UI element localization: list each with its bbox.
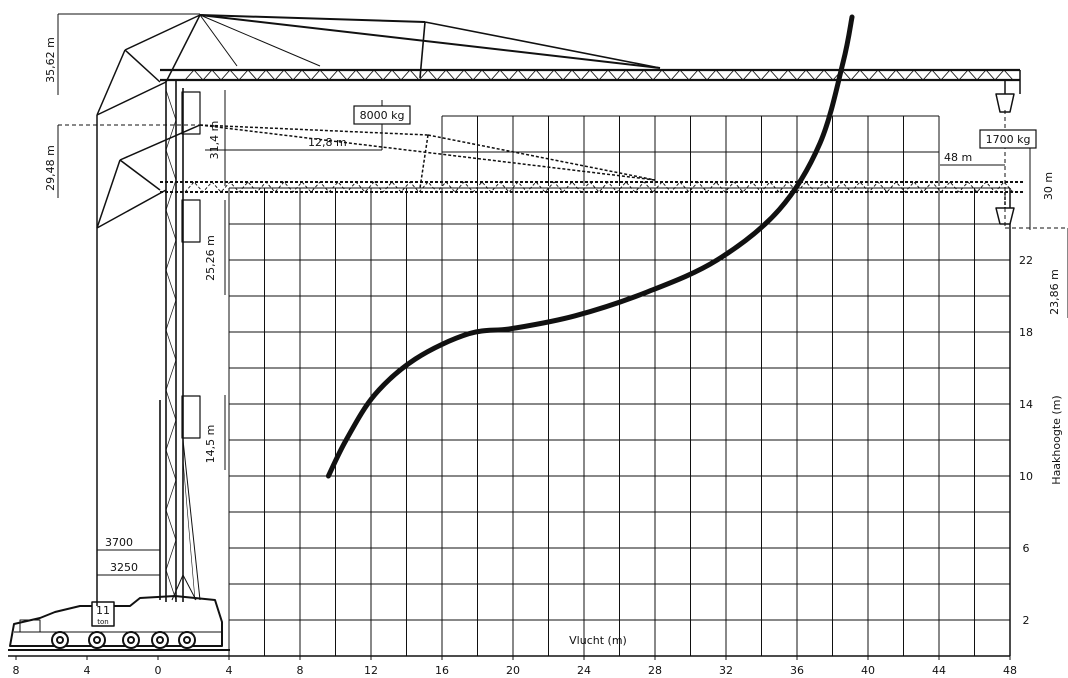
x-tick-label: 28 <box>648 664 662 677</box>
outrigger-b-label: 3250 <box>110 561 138 574</box>
weight-value-label: 11 <box>96 604 110 617</box>
outrigger-a-label: 3700 <box>105 536 133 549</box>
x-tick-label: 24 <box>577 664 591 677</box>
y-tick-label: 2 <box>1023 614 1030 627</box>
right-height-label: 23,86 m <box>1048 269 1061 315</box>
y-axis: 2 6 10 14 18 22 <box>1009 188 1033 656</box>
truck-wheels <box>51 631 196 649</box>
max-load-box <box>353 105 411 125</box>
x-tick-label: 4 <box>84 664 91 677</box>
lower-jib <box>160 124 1025 215</box>
crane-mast <box>159 80 201 602</box>
x-tick-label: 36 <box>790 664 804 677</box>
top-height-label: 35,62 m <box>44 37 57 83</box>
hook-height-curve <box>325 14 855 479</box>
max-load-radius-label: 12,8 m <box>308 136 347 149</box>
grid <box>228 187 1011 657</box>
y-tick-label: 14 <box>1019 398 1033 411</box>
tip-load-box <box>979 129 1037 149</box>
x-tick-label: 8 <box>297 664 304 677</box>
grid-upper-box <box>441 115 940 186</box>
x-tick-label: 48 <box>1003 664 1017 677</box>
tip-load-label: 1700 kg <box>986 133 1031 146</box>
dimension-lines <box>57 13 1068 576</box>
y-tick-label: 6 <box>1023 542 1030 555</box>
x-tick-label: 40 <box>861 664 875 677</box>
x-tick-label: 12 <box>364 664 378 677</box>
max-load-label: 8000 kg <box>360 109 405 122</box>
truck-carrier <box>9 595 223 649</box>
hook-height-30-label: 30 m <box>1042 172 1055 200</box>
mid-height-label: 29,48 m <box>44 145 57 191</box>
y-tick-label: 18 <box>1019 326 1033 339</box>
x-tick-label: 44 <box>932 664 946 677</box>
x-axis-label: Vlucht (m) <box>569 634 627 647</box>
weight-unit-label: ton <box>97 618 108 626</box>
x-tick-label: 20 <box>506 664 520 677</box>
y-axis-label: Haakhoogte (m) <box>1050 395 1063 484</box>
crane-illustration <box>8 14 1025 651</box>
x-tick-label: 0 <box>155 664 162 677</box>
y-tick-label: 10 <box>1019 470 1033 483</box>
y-tick-label: 22 <box>1019 254 1033 267</box>
x-tick-label: 8 <box>13 664 20 677</box>
upper-jib <box>160 14 1021 113</box>
dimension-labels: 35,62 m 29,48 m 31,4 m 25,26 m 14,5 m 80… <box>44 37 1061 626</box>
x-tick-label: 16 <box>435 664 449 677</box>
mast-height-b-label: 25,26 m <box>204 235 217 281</box>
x-tick-label: 4 <box>226 664 233 677</box>
mast-height-a-label: 31,4 m <box>208 121 221 160</box>
jib-length-label: 48 m <box>944 151 972 164</box>
low-height-label: 14,5 m <box>204 425 217 464</box>
x-axis: 8 4 0 4 8 12 16 20 24 28 32 36 40 44 48 <box>8 655 1017 677</box>
x-tick-label: 32 <box>719 664 733 677</box>
crane-tie-rods <box>96 14 201 606</box>
